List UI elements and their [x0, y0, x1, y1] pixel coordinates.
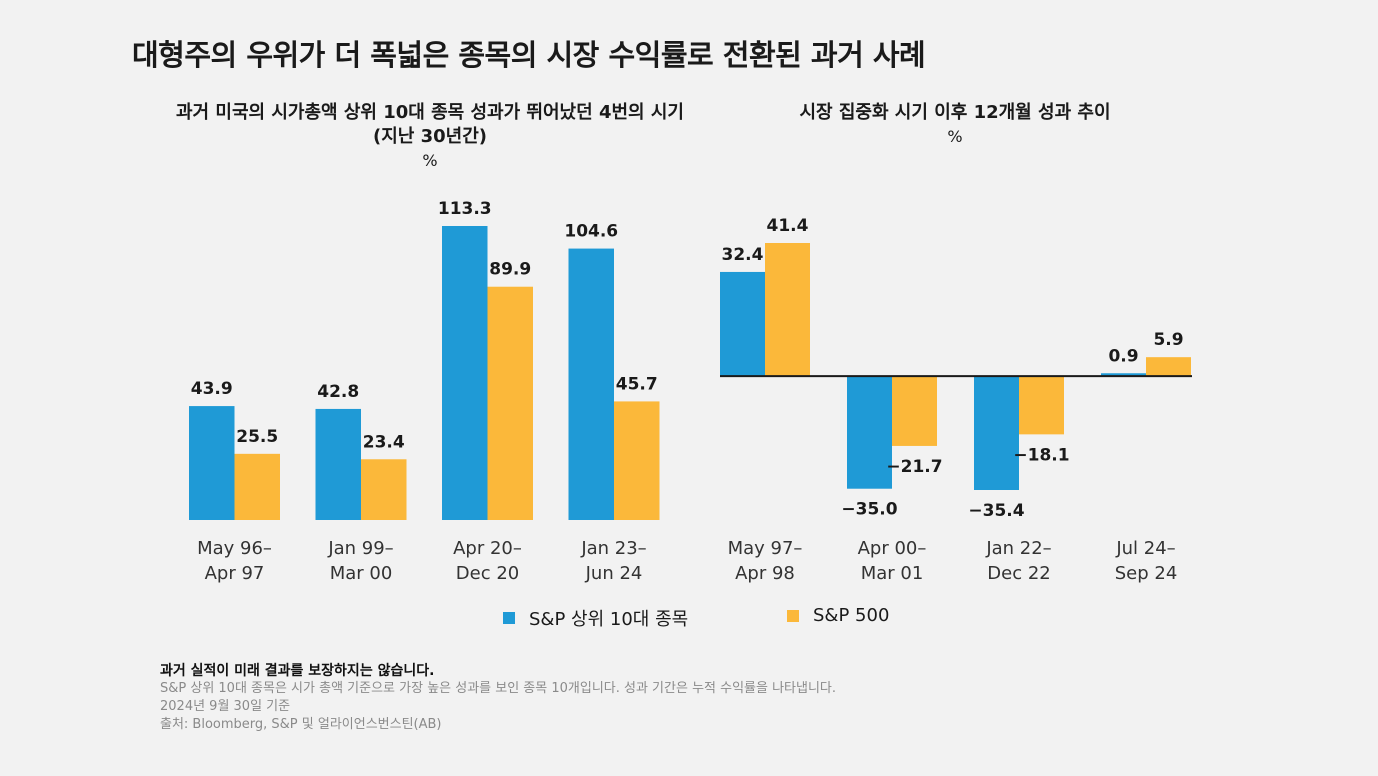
category-label-right-0-1: Apr 98 — [735, 563, 795, 584]
left-chart-unit: % — [422, 151, 438, 170]
bar-sp500-right-1 — [892, 376, 937, 446]
data-label-top10-right-3: 0.9 — [1108, 346, 1138, 366]
category-label-left-1-0: Jan 99– — [327, 538, 393, 559]
left-chart-header: 과거 미국의 시가총액 상위 10대 종목 성과가 뛰어났던 4번의 시기 (지… — [130, 101, 730, 173]
category-label-left-0-1: Apr 97 — [205, 563, 265, 584]
left-chart-subtitle: (지난 30년간) — [372, 126, 487, 147]
category-label-left-2-1: Dec 20 — [456, 563, 519, 584]
bar-top10-right-0 — [720, 271, 765, 377]
category-label-right-2-0: Jan 22– — [985, 538, 1051, 559]
bar-top10-right-3 — [1101, 373, 1146, 377]
note-text: S&P 상위 10대 종목은 시가 총액 기준으로 가장 높은 성과를 보인 종… — [160, 681, 837, 696]
bar-sp500-right-3 — [1146, 357, 1191, 377]
data-label-top10-left-2: 113.3 — [438, 199, 492, 219]
category-label-left-1-1: Mar 00 — [330, 563, 393, 584]
category-label-right-1-0: Apr 00– — [858, 538, 927, 559]
bar-top10-left-1 — [315, 408, 361, 520]
data-label-top10-right-2: −35.4 — [968, 501, 1024, 521]
data-label-top10-left-0: 43.9 — [191, 379, 233, 399]
bar-top10-left-2 — [442, 226, 488, 520]
category-label-right-2-1: Dec 22 — [987, 563, 1050, 584]
right-chart-header: 시장 집중화 시기 이후 12개월 성과 추이 % — [720, 101, 1190, 149]
bar-sp500-left-1 — [361, 459, 407, 520]
right-chart-unit: % — [947, 127, 963, 146]
legend-swatch-top10 — [503, 612, 515, 624]
source-text: 출처: Bloomberg, S&P 및 얼라이언스번스틴(AB) — [160, 717, 442, 732]
legend-swatch-sp500 — [787, 609, 799, 622]
footnotes: 과거 실적이 미래 결과를 보장하지는 않습니다. S&P 상위 10대 종목은… — [160, 662, 836, 734]
bar-sp500-right-2 — [1019, 376, 1064, 435]
right-chart-title: 시장 집중화 시기 이후 12개월 성과 추이 — [799, 102, 1111, 123]
bar-top10-left-3 — [568, 248, 614, 520]
category-label-right-3-1: Sep 24 — [1115, 563, 1178, 584]
bar-sp500-left-2 — [487, 286, 533, 520]
legend-item-top10: S&P 상위 10대 종목 — [503, 605, 688, 631]
legend-label-sp500: S&P 500 — [813, 605, 890, 626]
data-label-sp500-left-1: 23.4 — [363, 432, 405, 452]
data-label-sp500-left-2: 89.9 — [489, 260, 531, 280]
data-label-top10-left-1: 42.8 — [317, 382, 359, 402]
bar-sp500-left-3 — [614, 401, 660, 520]
category-label-left-2-0: Apr 20– — [453, 538, 522, 559]
category-label-right-0-0: May 97– — [728, 538, 803, 559]
page-title: 대형주의 우위가 더 폭넓은 종목의 시장 수익률로 전환된 과거 사례 — [132, 38, 926, 72]
bar-top10-left-0 — [189, 406, 235, 520]
left-chart: 43.9 25.5 May 96– Apr 97 42.8 23.4 Jan 99– Mar … — [189, 199, 660, 584]
data-label-top10-right-1: −35.0 — [841, 500, 897, 520]
data-label-sp500-right-0: 41.4 — [767, 216, 809, 236]
bar-top10-right-2 — [974, 376, 1019, 490]
date-text: 2024년 9월 30일 기준 — [160, 699, 291, 714]
data-label-top10-left-3: 104.6 — [564, 222, 618, 242]
category-label-right-3-0: Jul 24– — [1115, 538, 1175, 559]
data-label-sp500-right-1: −21.7 — [886, 457, 942, 477]
category-label-right-1-1: Mar 01 — [861, 563, 924, 584]
bar-sp500-right-0 — [765, 243, 810, 377]
disclaimer-text: 과거 실적이 미래 결과를 보장하지는 않습니다. — [160, 663, 435, 679]
right-chart: 32.441.4 May 97– Apr 98 −35.0 −21.7 Apr 00– Ma… — [720, 216, 1192, 584]
category-label-left-3-0: Jan 23– — [580, 538, 646, 559]
bar-sp500-left-0 — [234, 453, 280, 520]
category-label-left-3-1: Jun 24 — [585, 563, 643, 584]
bar-top10-right-1 — [847, 376, 892, 489]
category-label-left-0-0: May 96– — [197, 538, 272, 559]
data-label-top10-right-0: 32.4 — [722, 245, 764, 265]
legend-item-sp500: S&P 500 — [787, 605, 889, 626]
data-label-sp500-right-3: 5.9 — [1153, 330, 1183, 350]
legend-label-top10: S&P 상위 10대 종목 — [529, 609, 689, 630]
left-chart-title: 과거 미국의 시가총액 상위 10대 종목 성과가 뛰어났던 4번의 시기 — [176, 102, 684, 123]
data-label-sp500-left-0: 25.5 — [236, 427, 278, 447]
data-label-sp500-left-3: 45.7 — [616, 374, 658, 394]
data-label-sp500-right-2: −18.1 — [1013, 445, 1069, 465]
